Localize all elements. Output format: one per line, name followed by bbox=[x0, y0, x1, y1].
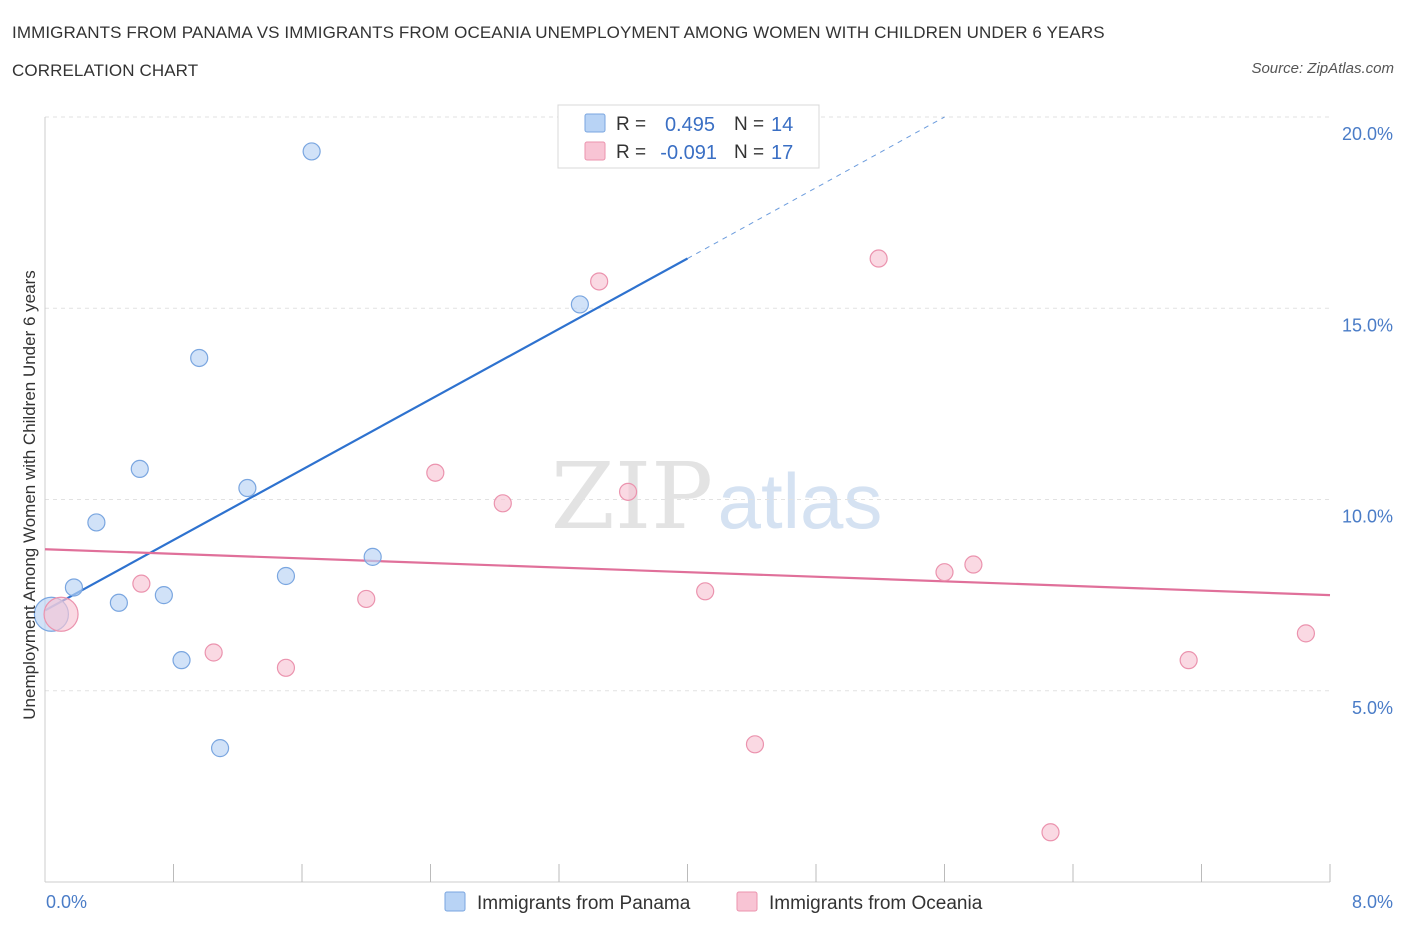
correlation-legend: R = 0.495 N = 14 R = -0.091 N = 17 bbox=[557, 104, 820, 169]
data-points bbox=[33, 142, 1316, 842]
trend-line-panama-extension bbox=[687, 116, 945, 259]
y-tick-label-1: 10.0% bbox=[1342, 507, 1393, 527]
point-panama-6 bbox=[172, 651, 191, 670]
chart-title: IMMIGRANTS FROM PANAMA VS IMMIGRANTS FRO… bbox=[12, 23, 1105, 80]
legend-r-value-panama: 0.495 bbox=[665, 114, 715, 136]
legend-r-label-panama: R = bbox=[616, 114, 646, 135]
point-oceania-9 bbox=[696, 582, 715, 601]
point-panama-10 bbox=[276, 566, 296, 586]
point-oceania-5 bbox=[426, 463, 445, 482]
y-tick-label-2: 15.0% bbox=[1342, 315, 1393, 335]
point-oceania-4 bbox=[357, 589, 376, 609]
bottom-legend-label-panama: Immigrants from Panama bbox=[477, 893, 691, 914]
bottom-legend-swatch-panama bbox=[444, 891, 466, 912]
legend-swatch-oceania bbox=[584, 141, 606, 161]
point-oceania-3 bbox=[276, 658, 296, 677]
x-tick-label-max: 8.0% bbox=[1352, 892, 1393, 912]
point-panama-11 bbox=[302, 142, 321, 161]
trend-line-panama bbox=[44, 257, 689, 612]
trend-lines bbox=[44, 116, 1331, 612]
point-panama-2 bbox=[87, 513, 106, 532]
point-oceania-2 bbox=[204, 643, 223, 662]
x-tick-label-min: 0.0% bbox=[46, 892, 87, 912]
point-oceania-8 bbox=[618, 482, 638, 501]
point-oceania-16 bbox=[1296, 624, 1316, 643]
point-panama-3 bbox=[109, 593, 128, 612]
legend-swatch-panama bbox=[584, 113, 606, 133]
trend-line-oceania bbox=[44, 548, 1331, 597]
point-oceania-13 bbox=[964, 555, 983, 574]
point-oceania-1 bbox=[132, 574, 151, 593]
point-oceania-7 bbox=[590, 272, 609, 291]
point-panama-1 bbox=[64, 578, 84, 597]
point-panama-8 bbox=[210, 739, 230, 758]
y-tick-label-3: 20.0% bbox=[1342, 124, 1393, 144]
y-axis-label: Unemployment Among Women with Children U… bbox=[20, 270, 39, 719]
series-legend: Immigrants from Panama Immigrants from O… bbox=[444, 891, 983, 914]
legend-n-value-panama: 14 bbox=[771, 114, 793, 136]
point-panama-7 bbox=[190, 348, 209, 368]
y-tick-label-0: 5.0% bbox=[1352, 698, 1393, 718]
watermark: ZIP atlas bbox=[551, 443, 882, 550]
point-oceania-15 bbox=[1179, 651, 1198, 670]
legend-r-value-oceania: -0.091 bbox=[660, 142, 717, 164]
point-panama-13 bbox=[570, 295, 589, 314]
y-tick-labels: 5.0% 10.0% 15.0% 20.0% bbox=[1342, 124, 1393, 718]
source-credit: Source: ZipAtlas.com bbox=[1251, 60, 1394, 77]
point-panama-4 bbox=[130, 459, 149, 478]
point-oceania-14 bbox=[1041, 823, 1060, 842]
point-panama-9 bbox=[238, 478, 257, 498]
legend-r-label-oceania: R = bbox=[616, 142, 646, 163]
point-oceania-12 bbox=[935, 563, 954, 582]
grid-lines bbox=[45, 116, 1330, 692]
legend-n-label-panama: N = bbox=[734, 114, 764, 135]
bottom-legend-label-oceania: Immigrants from Oceania bbox=[769, 893, 983, 914]
point-panama-12 bbox=[363, 547, 382, 566]
point-panama-5 bbox=[154, 586, 173, 605]
watermark-atlas: atlas bbox=[718, 457, 883, 545]
axes bbox=[44, 117, 1331, 883]
point-oceania-11 bbox=[869, 249, 888, 268]
legend-n-label-oceania: N = bbox=[734, 142, 764, 163]
point-oceania-10 bbox=[745, 735, 765, 754]
point-oceania-6 bbox=[493, 494, 512, 513]
bottom-legend-swatch-oceania bbox=[736, 891, 758, 912]
legend-n-value-oceania: 17 bbox=[771, 142, 793, 164]
point-oceania-0 bbox=[43, 596, 79, 632]
